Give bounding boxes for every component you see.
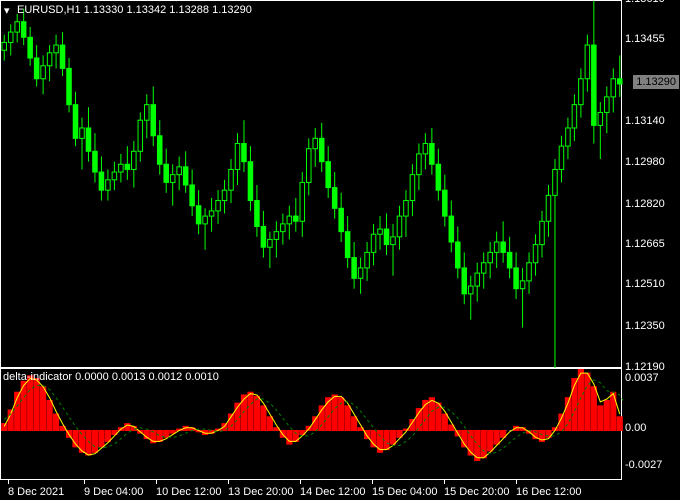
price-tick-label: 1.12665 [625,238,665,250]
time-tick-label: 14 Dec 12:00 [300,486,365,498]
ohlc-label: 1.13330 1.13342 1.13288 1.13290 [84,4,252,16]
price-tick-label: 1.12510 [625,278,665,290]
time-axis: 8 Dec 2021 9 Dec 04:00 10 Dec 12:00 13 Dec … [0,480,622,500]
chart-container: ▾ EURUSD,H1 1.13330 1.13342 1.13288 1.13… [0,0,680,500]
price-tick-label: 1.13455 [625,33,665,45]
indicator-axis: 0.0037 0.00 -0.0027 [622,368,680,480]
price-axis: 1.13610 1.13455 1.13290 1.13140 1.12980 1.128… [622,0,680,368]
indicator-tick-label: 0.00 [625,422,646,434]
symbol-label: EURUSD,H1 [17,4,81,16]
indicator-tick-label: 0.0037 [625,372,659,384]
price-tick-label: 1.13140 [625,115,665,127]
time-tick-label: 9 Dec 04:00 [84,486,143,498]
indicator-panel[interactable] [0,368,622,480]
indicator-header: delta-indicator 0.0000 0.0013 0.0012 0.0… [3,371,219,383]
candlestick-chart [1,1,623,369]
price-tick-label: 1.12350 [625,320,665,332]
delta-indicator-chart [1,369,623,481]
time-tick-label: 10 Dec 12:00 [156,486,221,498]
price-tick-label: 1.12980 [625,156,665,168]
current-price-marker: 1.13290 [633,75,679,89]
time-tick-label: 15 Dec 20:00 [444,486,509,498]
time-tick-label: 16 Dec 12:00 [516,486,581,498]
price-tick-label: 1.12820 [625,198,665,210]
price-tick-label: 1.13610 [625,0,665,5]
chart-header: EURUSD,H1 1.13330 1.13342 1.13288 1.1329… [17,4,252,16]
time-tick-label: 15 Dec 04:00 [372,486,437,498]
time-tick-label: 13 Dec 20:00 [228,486,293,498]
time-tick-label: 8 Dec 2021 [8,486,64,498]
indicator-tick-label: -0.0027 [625,459,662,471]
price-chart-panel[interactable]: ▾ EURUSD,H1 1.13330 1.13342 1.13288 1.13… [0,0,622,368]
expand-icon[interactable]: ▾ [4,4,10,17]
